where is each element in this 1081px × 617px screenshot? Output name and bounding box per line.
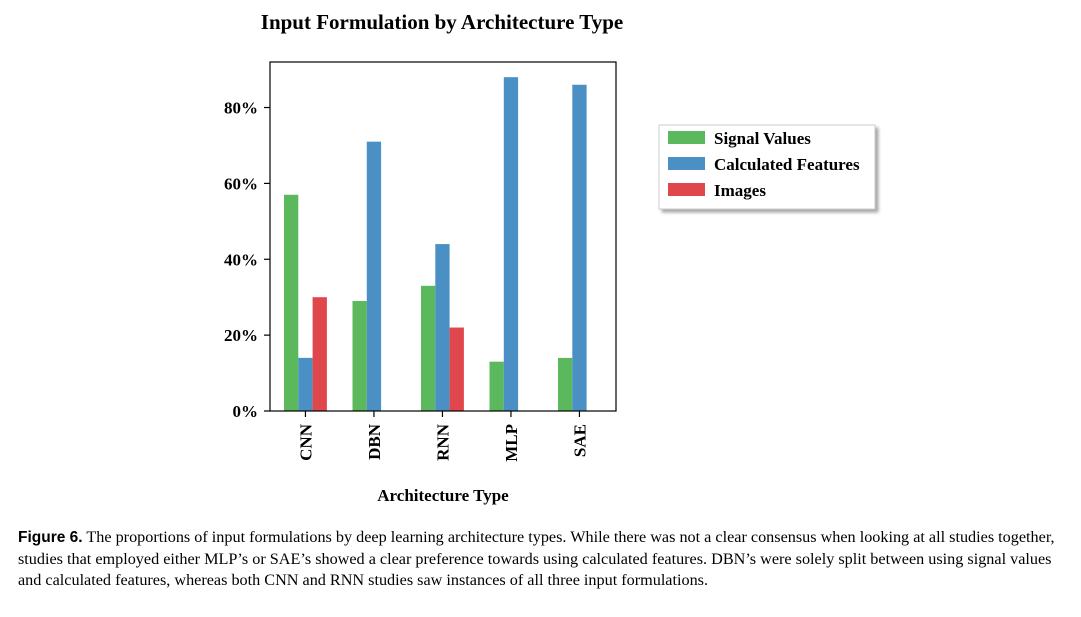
x-axis: CNN DBN RNN MLP SAE [296,411,589,462]
y-tick-label: 20% [224,326,258,345]
x-tick-label: SAE [570,424,589,457]
bar-cnn-images [312,297,327,411]
caption-label: Figure 6. [18,529,83,546]
x-tick-label: CNN [296,423,315,461]
x-tick-label: DBN [365,423,384,460]
legend-swatch [668,157,705,170]
bar-mlp-signal-values [489,361,504,411]
bar-chart: Input Formulation by Architecture Type 0… [224,10,876,505]
legend-label: Images [714,181,766,200]
x-tick-label: MLP [502,424,521,462]
legend-swatch [668,131,705,144]
bar-dbn-signal-values [352,300,367,411]
y-tick-label: 40% [224,250,258,269]
bar-rnn-signal-values [421,285,436,411]
bar-cnn-signal-values [284,194,299,411]
bar-rnn-calculated-features [435,244,450,411]
plot-area [284,77,587,412]
bar-sae-signal-values [558,357,573,411]
legend: Signal Values Calculated Features Images [658,124,876,210]
chart-title: Input Formulation by Architecture Type [261,10,623,34]
bar-cnn-calculated-features [298,357,313,411]
legend-label: Signal Values [714,129,811,148]
legend-label: Calculated Features [714,155,860,174]
x-axis-title: Architecture Type [377,486,509,505]
x-tick-label: RNN [433,423,452,461]
y-tick-label: 0% [233,402,259,421]
y-tick-label: 80% [224,99,258,118]
bar-sae-calculated-features [572,84,587,412]
caption-text: The proportions of input formulations by… [18,528,1055,589]
figure-caption: Figure 6. The proportions of input formu… [18,527,1068,592]
bar-rnn-images [449,327,464,411]
y-tick-label: 60% [224,174,258,193]
legend-swatch [668,183,705,196]
bar-dbn-calculated-features [366,141,382,412]
bar-mlp-calculated-features [503,77,519,411]
y-axis: 0% 20% 40% 60% 80% [224,99,270,421]
